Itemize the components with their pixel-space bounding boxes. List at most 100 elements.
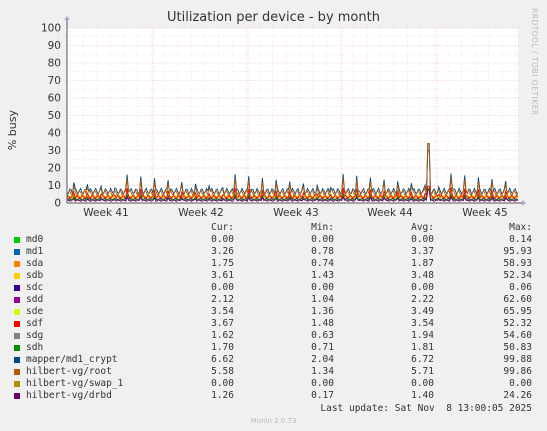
legend-value-max: 99.86 xyxy=(503,366,532,377)
legend-value-max: 24.26 xyxy=(503,390,532,401)
legend-value-cur: 3.61 xyxy=(211,270,234,281)
y-tick-label: 70 xyxy=(48,75,61,87)
legend-row: sdf 3.67 1.48 3.54 52.32 xyxy=(0,318,547,330)
legend-swatch xyxy=(14,237,20,243)
legend-value-cur: 3.54 xyxy=(211,306,234,317)
legend-row: hilbert-vg/swap_1 0.00 0.00 0.00 0.00 xyxy=(0,378,547,390)
legend-row: sdg 1.62 0.63 1.94 54.60 xyxy=(0,330,547,342)
series-line-hilbert-vg-root xyxy=(66,143,519,198)
legend-series-name: md1 xyxy=(26,246,44,257)
legend-value-min: 0.71 xyxy=(311,342,334,353)
legend-value-max: 54.60 xyxy=(503,330,532,341)
legend-header-avg: Avg: xyxy=(411,222,434,233)
legend-value-cur: 0.00 xyxy=(211,234,234,245)
legend-series-name: sdf xyxy=(26,318,44,329)
legend-value-cur: 3.26 xyxy=(211,246,234,257)
legend-value-min: 0.00 xyxy=(311,282,334,293)
legend-value-cur: 1.62 xyxy=(211,330,234,341)
legend-row: sdb 3.61 1.43 3.48 52.34 xyxy=(0,270,547,282)
legend-value-min: 0.74 xyxy=(311,258,334,269)
legend-header-cur: Cur: xyxy=(211,222,234,233)
x-tick-label: Week 44 xyxy=(367,207,413,219)
legend-value-min: 1.34 xyxy=(311,366,334,377)
y-tick-label: 90 xyxy=(48,40,61,52)
legend-row: sdc 0.00 0.00 0.00 0.06 xyxy=(0,282,547,294)
legend-value-cur: 2.12 xyxy=(211,294,234,305)
legend-value-avg: 1.94 xyxy=(411,330,434,341)
legend-row: hilbert-vg/drbd 1.26 0.17 1.40 24.26 xyxy=(0,390,547,402)
legend-swatch xyxy=(14,333,20,339)
y-tick-label: 60 xyxy=(48,93,61,105)
legend-value-max: 99.88 xyxy=(503,354,532,365)
legend-value-max: 52.32 xyxy=(503,318,532,329)
legend-value-min: 0.63 xyxy=(311,330,334,341)
legend-swatch xyxy=(14,393,20,399)
legend-value-cur: 1.26 xyxy=(211,390,234,401)
legend-value-max: 58.93 xyxy=(503,258,532,269)
legend-value-min: 1.36 xyxy=(311,306,334,317)
x-tick-label: Week 42 xyxy=(178,207,223,219)
legend-swatch xyxy=(14,369,20,375)
legend-swatch xyxy=(14,357,20,363)
legend-value-avg: 2.22 xyxy=(411,294,434,305)
y-tick-label: 30 xyxy=(48,145,61,157)
legend-value-avg: 0.00 xyxy=(411,234,434,245)
chart-svg: 0 10 20 30 40 50 60 70 80 90 100 Week 41 Week 42 Week… xyxy=(41,16,526,219)
legend-series-name: mapper/md1_crypt xyxy=(26,354,118,365)
legend-row: sdd 2.12 1.04 2.22 62.60 xyxy=(0,294,547,306)
x-axis-arrow xyxy=(522,200,526,206)
legend-value-max: 95.93 xyxy=(503,246,532,257)
y-tick-label: 80 xyxy=(48,58,61,70)
legend-row: sde 3.54 1.36 3.49 65.95 xyxy=(0,306,547,318)
legend-value-min: 0.00 xyxy=(311,234,334,245)
series-line-sdf xyxy=(67,185,519,200)
legend-swatch xyxy=(14,381,20,387)
legend-series-name: hilbert-vg/drbd xyxy=(26,390,112,401)
chart-title: Utilization per device - by month xyxy=(167,10,380,25)
legend-value-cur: 0.00 xyxy=(211,378,234,389)
legend-value-min: 1.48 xyxy=(311,318,334,329)
legend-value-avg: 0.00 xyxy=(411,282,434,293)
legend-value-max: 65.95 xyxy=(503,306,532,317)
legend-series-name: sde xyxy=(26,306,44,317)
legend-value-avg: 1.87 xyxy=(411,258,434,269)
y-tick-label: 0 xyxy=(54,198,61,210)
legend-series-name: sdg xyxy=(26,330,44,341)
legend-value-cur: 1.70 xyxy=(211,342,234,353)
series-line-hilbert-vg-drbd xyxy=(66,189,519,203)
legend-value-min: 2.04 xyxy=(311,354,334,365)
legend-value-max: 0.06 xyxy=(509,282,532,293)
legend-header-min: Min: xyxy=(311,222,334,233)
legend-row: sda 1.75 0.74 1.87 58.93 xyxy=(0,258,547,270)
legend-swatch xyxy=(14,309,20,315)
legend-row: mapper/md1_crypt 6.62 2.04 6.72 99.88 xyxy=(0,354,547,366)
legend-value-avg: 3.54 xyxy=(411,318,434,329)
legend-row: sdh 1.70 0.71 1.81 50.83 xyxy=(0,342,547,354)
x-tick-label: Week 45 xyxy=(462,207,507,219)
legend-swatch xyxy=(14,249,20,255)
legend-value-max: 50.83 xyxy=(503,342,532,353)
y-tick-label: 20 xyxy=(48,163,61,175)
legend-value-cur: 3.67 xyxy=(211,318,234,329)
legend-value-max: 0.00 xyxy=(509,378,532,389)
legend-value-cur: 0.00 xyxy=(211,282,234,293)
legend-series-name: sdb xyxy=(26,270,44,281)
legend-value-cur: 6.62 xyxy=(211,354,234,365)
legend-value-min: 1.04 xyxy=(311,294,334,305)
legend-swatch xyxy=(14,273,20,279)
legend-value-cur: 5.58 xyxy=(211,366,234,377)
legend-value-avg: 0.00 xyxy=(411,378,434,389)
legend-series-name: sda xyxy=(26,258,44,269)
legend-swatch xyxy=(14,261,20,267)
legend-series-name: sdd xyxy=(26,294,44,305)
legend-swatch xyxy=(14,345,20,351)
legend-value-avg: 1.40 xyxy=(411,390,434,401)
y-tick-label: 100 xyxy=(41,23,61,35)
legend-value-avg: 3.48 xyxy=(411,270,434,281)
legend-value-min: 0.17 xyxy=(311,390,334,401)
x-tick-label: Week 41 xyxy=(83,207,128,219)
legend-value-avg: 6.72 xyxy=(411,354,434,365)
last-update: Last update: Sat Nov 8 13:00:05 2025 xyxy=(320,403,532,414)
legend-value-max: 62.60 xyxy=(503,294,532,305)
